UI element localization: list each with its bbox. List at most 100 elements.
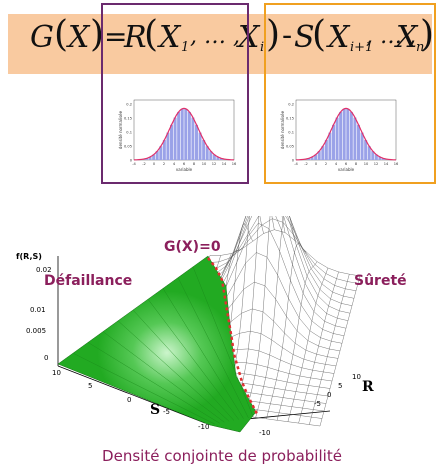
mini-x-tick: 12 [374, 162, 379, 166]
mini-x-tick: 4 [335, 162, 338, 166]
mini-x-tick: -2 [142, 162, 146, 166]
histogram-bar [328, 132, 332, 160]
failure-grid-line [72, 353, 215, 425]
mini-x-tick: 0 [315, 162, 318, 166]
formula-g: G [30, 20, 54, 55]
histogram-bar [220, 158, 223, 160]
joint-density-3d-plot: f(R,S) 0.02 0.01 0.005 0 10 5 0 -5 -10 1… [16, 216, 407, 437]
histogram-bar [177, 111, 181, 160]
mesh-line [205, 216, 357, 291]
mesh-line [255, 216, 296, 418]
mini-x-tick: -4 [132, 162, 136, 166]
mini-x-tick: 2 [163, 162, 165, 166]
formula-xi1: X [328, 20, 350, 55]
mini-x-tick: 16 [394, 162, 399, 166]
histogram-bar [371, 151, 375, 160]
failure-grid-line [192, 266, 254, 417]
mini-x-tick: 10 [202, 162, 207, 166]
mesh-line [210, 229, 361, 277]
figure-caption: Densité conjointe de probabilité [102, 447, 342, 465]
histogram-bar [342, 108, 346, 160]
mini-x-label: variable [338, 167, 355, 172]
histogram-bar [346, 108, 350, 160]
histogram-bar [209, 151, 213, 160]
failure-grid-line [132, 309, 235, 421]
histogram-bar [216, 156, 220, 160]
limit-state-formula: G ( X ) = R ( X 1 , … , X i ) - S ( X i+… [16, 12, 435, 72]
mini-x-label: variable [176, 167, 193, 172]
z-tick: 0.02 [36, 266, 52, 274]
mini-y-tick: 0.1 [126, 131, 132, 135]
mini-x-tick: 10 [364, 162, 369, 166]
histogram-bar [184, 108, 188, 160]
formula-sub-i: i [260, 40, 265, 55]
histogram-bar [310, 156, 314, 160]
mini-y-tick: 0 [130, 159, 133, 163]
formula-band [8, 14, 432, 74]
formula-sub-i1: i+1 [350, 40, 374, 55]
r-tick: -5 [314, 400, 321, 408]
failure-grid-line [102, 331, 225, 423]
mini-x-tick: 6 [183, 162, 186, 166]
mini-x-tick: 2 [325, 162, 327, 166]
mini-x-tick: 0 [153, 162, 156, 166]
histogram-bar [349, 111, 353, 160]
s-tick: 10 [52, 369, 61, 377]
formula-paren: ( [54, 14, 69, 55]
formula-paren: ( [312, 14, 327, 55]
formula-minus: - [282, 18, 293, 53]
mesh-line [199, 216, 351, 314]
resistance-density-plot: 0.20.150.10.050-4 -2 0 2 4 6 8 10 12 14 16variable… [118, 99, 237, 172]
mini-y-tick: 0.2 [288, 103, 294, 107]
mesh-line [207, 218, 359, 284]
formula-r: R [124, 20, 147, 55]
formula-xn: X [396, 20, 418, 55]
mini-x-tick: 14 [384, 162, 389, 166]
mesh-line [276, 261, 318, 421]
s-tick: -5 [163, 408, 170, 416]
mini-y-tick: 0.15 [124, 117, 132, 121]
formula-ellipsis: , … , [366, 24, 416, 49]
histogram-bar [367, 146, 371, 160]
mini-x-tick: 16 [232, 162, 237, 166]
mesh-line [197, 216, 349, 321]
z-tick: 0.005 [26, 327, 46, 335]
s-tick: 5 [88, 382, 92, 390]
histogram-bar [324, 139, 328, 160]
failure-label: Défaillance [44, 273, 132, 289]
histogram-bar [145, 158, 148, 160]
mini-x-tick: -2 [304, 162, 308, 166]
formula-paren: ) [420, 14, 435, 55]
formula-sub-1: 1 [181, 40, 190, 55]
formula-x1: X [159, 20, 181, 55]
s-axis [57, 365, 206, 424]
histogram-bar [314, 154, 318, 160]
solicitation-density-plot: 0.20.150.10.050-4 -2 0 2 4 6 8 10 12 14 16variable… [280, 99, 399, 172]
histogram-bar [173, 117, 177, 160]
mini-frame [133, 99, 235, 161]
histogram-bar [321, 146, 325, 160]
histogram-bar [353, 117, 357, 160]
mini-y-tick: 0.05 [124, 145, 132, 149]
mini-x-tick: 14 [222, 162, 227, 166]
histogram-bar [187, 111, 191, 160]
mini-y-tick: 0.05 [286, 145, 294, 149]
s-axis-title: S [150, 402, 160, 418]
histogram-bar [148, 156, 152, 160]
z-tick: 0 [44, 354, 48, 362]
histogram-bar [317, 151, 321, 160]
formula-paren: ) [90, 14, 105, 55]
formula-paren: ) [266, 14, 281, 55]
r-tick: 0 [327, 391, 331, 399]
histogram-bar [378, 156, 382, 160]
r-tick: 5 [338, 382, 342, 390]
histogram-bar [170, 124, 173, 160]
mini-y-label: densité normalisée [118, 110, 123, 149]
histogram-bar [374, 154, 378, 160]
limit-state-curve [207, 257, 260, 417]
mini-x-tick: -4 [294, 162, 298, 166]
histogram-bar [198, 132, 202, 160]
histogram-bar [202, 139, 206, 160]
failure-grid-line [117, 320, 230, 422]
mini-x-tick: 8 [193, 162, 196, 166]
